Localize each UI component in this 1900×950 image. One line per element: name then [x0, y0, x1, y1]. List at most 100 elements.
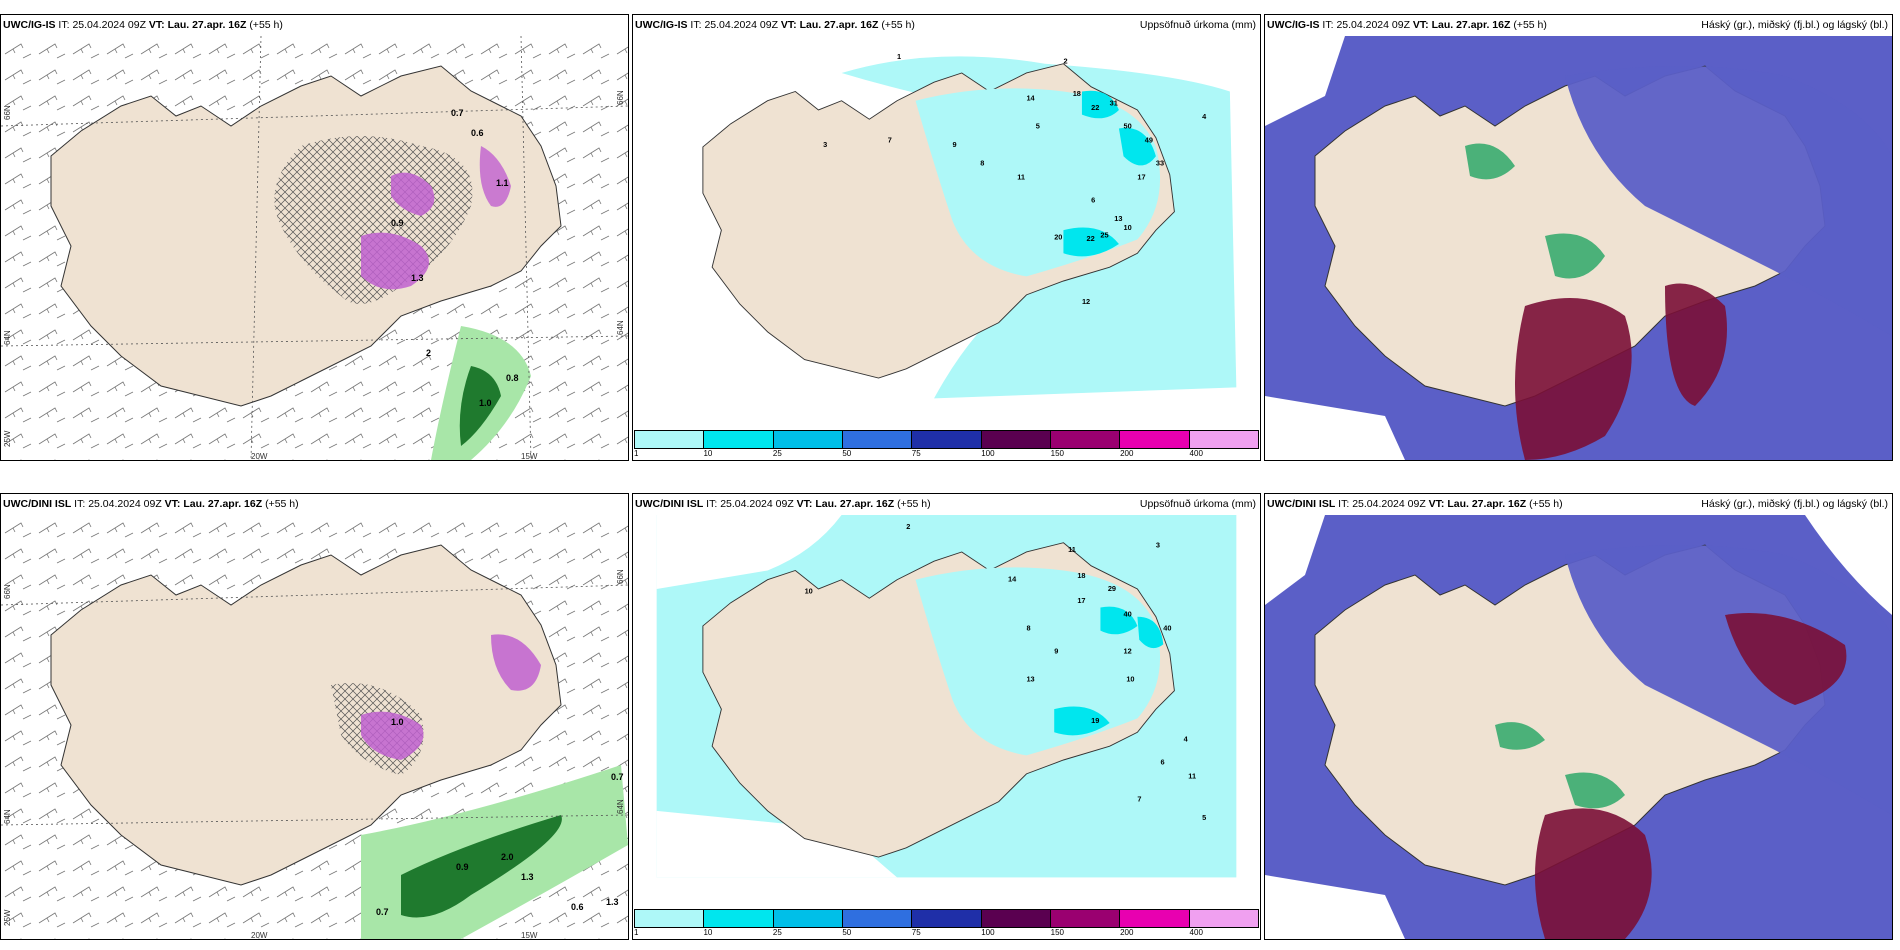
wind-value: 0.6 [471, 128, 484, 138]
cloud-map [1265, 515, 1892, 939]
precip-value: 22 [1087, 234, 1095, 243]
precip-value: 5 [1036, 121, 1040, 130]
panel-title: Uppsöfnuð úrkoma (mm) [1139, 19, 1256, 31]
colorbar-label: 1 [634, 928, 639, 937]
panel-header: UWC/IG-IS IT: 25.04.2024 09Z VT: Lau. 27… [3, 19, 283, 31]
panel-igis-precip: UWC/IG-IS IT: 25.04.2024 09Z VT: Lau. 27… [632, 14, 1261, 461]
lon-label-west: 25W [3, 430, 12, 447]
panel-title: Háský (gr.), miðský (fj.bl.) og lágský (… [1701, 498, 1888, 510]
wind-map: 0.8 1.0 1.3 0.9 1.1 0.6 0.7 2 [1, 36, 628, 460]
precip-value: 7 [1137, 795, 1141, 804]
colorbar-swatch [842, 431, 913, 448]
colorbar-label: 200 [1120, 449, 1134, 458]
precip-value: 18 [1077, 571, 1085, 580]
colorbar-swatch [1189, 910, 1258, 927]
colorbar: 1 10 25 50 75 100 150 200 400 [634, 430, 1259, 458]
lon-label: 20W [251, 452, 268, 461]
lon-label: 15W [521, 931, 538, 940]
precip-value: 8 [1026, 624, 1030, 633]
wind-value: 0.7 [611, 772, 624, 782]
lat-label: 64N [3, 330, 12, 345]
precip-value: 25 [1100, 231, 1108, 240]
lon-label-west: 25W [3, 909, 12, 926]
colorbar-label: 10 [703, 928, 713, 937]
wind-map: 0.7 0.9 2.0 1.3 0.6 1.3 0.7 1.0 [1, 515, 628, 939]
panel-header: UWC/IG-IS IT: 25.04.2024 09Z VT: Lau. 27… [1267, 19, 1547, 31]
precip-value: 4 [1202, 112, 1207, 121]
precip-value: 2 [1063, 57, 1067, 66]
colorbar-swatch [1120, 431, 1190, 448]
colorbar-label: 100 [981, 928, 995, 937]
panel-title: Uppsöfnuð úrkoma (mm) [1139, 498, 1256, 510]
colorbar-label: 75 [911, 928, 921, 937]
panel-title: Háský (gr.), miðský (fj.bl.) og lágský (… [1701, 19, 1888, 31]
precip-value: 14 [1026, 94, 1035, 103]
cloud-map [1265, 36, 1892, 460]
precip-value: 5 [1202, 813, 1206, 822]
precip-value: 10 [805, 587, 813, 596]
colorbar-swatch [981, 910, 1051, 927]
precip-value: 22 [1091, 103, 1099, 112]
colorbar-swatch [912, 910, 982, 927]
panel-header: UWC/DINI ISL IT: 25.04.2024 09Z VT: Lau.… [3, 498, 299, 510]
colorbar-label: 100 [981, 449, 995, 458]
colorbar-label: 10 [703, 449, 713, 458]
precip-value: 2 [906, 522, 910, 531]
precip-value: 20 [1054, 232, 1062, 241]
precip-value: 12 [1124, 647, 1132, 656]
panel-header: UWC/DINI ISL IT: 25.04.2024 09Z VT: Lau.… [1267, 498, 1563, 510]
precip-value: 7 [888, 135, 892, 144]
precip-value: 10 [1126, 674, 1134, 683]
colorbar-swatch [842, 910, 913, 927]
lat-label: 64N [3, 809, 12, 824]
wind-value: 0.8 [506, 373, 519, 383]
wind-value: 0.6 [571, 902, 584, 912]
precip-value: 1 [897, 52, 901, 61]
colorbar-swatch [1120, 910, 1190, 927]
panel-igis-cloud: UWC/IG-IS IT: 25.04.2024 09Z VT: Lau. 27… [1264, 14, 1893, 461]
wind-value: 1.0 [391, 717, 404, 727]
colorbar: 1 10 25 50 75 100 150 200 400 [634, 909, 1259, 937]
precip-value: 11 [1068, 545, 1076, 554]
colorbar-swatch [912, 431, 982, 448]
precip-value: 13 [1026, 674, 1034, 683]
colorbar-label: 25 [772, 449, 782, 458]
wind-value: 0.7 [451, 108, 464, 118]
precip-value: 40 [1124, 610, 1132, 619]
precip-map: 2 3 10 11 14 18 17 29 40 40 12 10 13 19 … [656, 515, 1237, 878]
lon-label: 20W [251, 931, 268, 940]
wind-value: 1.0 [479, 398, 492, 408]
panel-dini-precip: UWC/DINI ISL IT: 25.04.2024 09Z VT: Lau.… [632, 493, 1261, 940]
wind-value: 0.9 [391, 218, 404, 228]
colorbar-swatch [704, 910, 774, 927]
precip-value: 11 [1188, 771, 1196, 780]
precip-value: 17 [1077, 596, 1085, 605]
colorbar-swatch [773, 431, 843, 448]
panel-header: UWC/DINI ISL IT: 25.04.2024 09Z VT: Lau.… [635, 498, 931, 510]
lat-label: 66N [3, 105, 12, 120]
precip-value: 18 [1073, 89, 1081, 98]
precip-value: 19 [1091, 716, 1099, 725]
precip-value: 40 [1163, 624, 1171, 633]
precip-value: 31 [1110, 98, 1118, 107]
colorbar-label: 150 [1050, 449, 1065, 458]
wind-value: 1.3 [411, 273, 424, 283]
precip-value: 33 [1156, 158, 1164, 167]
lat-label: 66N [3, 584, 12, 599]
wind-value: 0.9 [456, 862, 469, 872]
colorbar-swatch [1050, 910, 1121, 927]
wind-value: 1.3 [521, 872, 534, 882]
precip-value: 3 [823, 140, 827, 149]
wind-value: 1.3 [606, 897, 619, 907]
precip-map: 1 2 3 7 9 11 14 18 22 31 50 49 33 17 20 … [656, 36, 1237, 399]
precip-value: 13 [1114, 214, 1122, 223]
wind-value: 0.7 [376, 907, 389, 917]
precip-value: 14 [1008, 575, 1017, 584]
wind-value: 2 [426, 348, 431, 358]
precip-value: 3 [1156, 540, 1160, 549]
colorbar-label: 50 [842, 928, 852, 937]
lon-label: 15W [521, 452, 538, 461]
precip-value: 4 [1184, 735, 1189, 744]
precip-value: 29 [1108, 584, 1116, 593]
panel-igis-wind: UWC/IG-IS IT: 25.04.2024 09Z VT: Lau. 27… [0, 14, 629, 461]
